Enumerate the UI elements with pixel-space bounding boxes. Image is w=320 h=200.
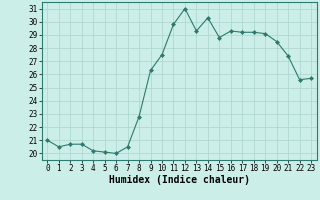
X-axis label: Humidex (Indice chaleur): Humidex (Indice chaleur) [109, 175, 250, 185]
